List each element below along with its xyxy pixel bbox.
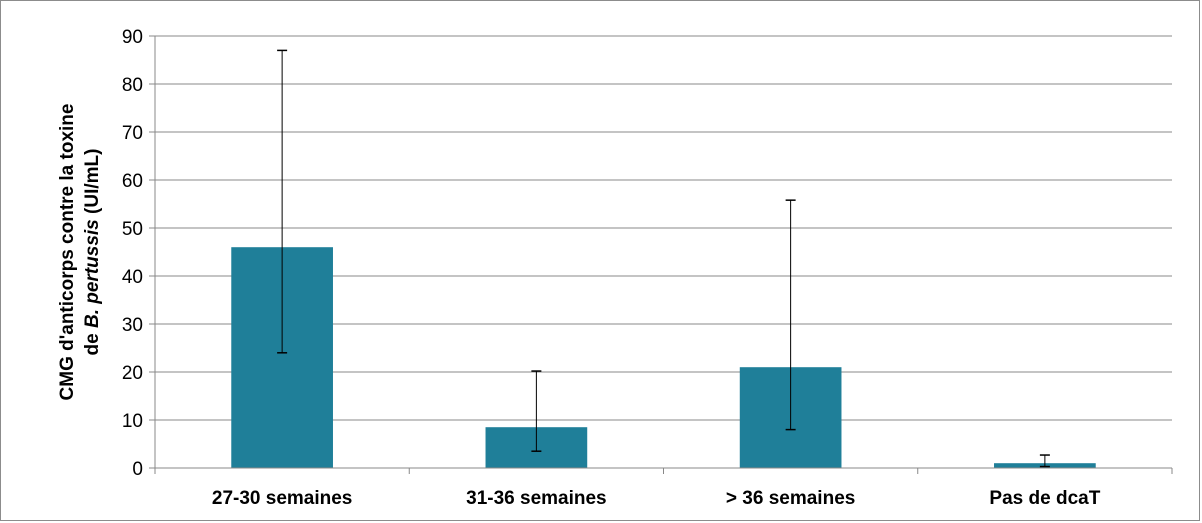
y-axis-label-italic: B. pertussis <box>82 219 103 328</box>
y-tick-label: 60 <box>122 171 143 192</box>
y-tick-labels: 0 10 20 30 40 50 60 70 80 90 <box>122 27 143 480</box>
y-axis-label-prefix: de <box>82 328 103 355</box>
x-category-labels: 27-30 semaines 31-36 semaines > 36 semaine… <box>212 488 1101 509</box>
y-tick-label: 70 <box>122 123 143 144</box>
y-axis-label-suffix: (UI/mL) <box>82 149 103 220</box>
x-category-label: Pas de dcaT <box>989 488 1100 509</box>
y-tick-label: 50 <box>122 219 143 240</box>
y-axis-label-line1: CMG d'anticorps contre la toxine <box>57 104 78 401</box>
y-tick-label: 20 <box>122 363 143 384</box>
y-tick-label: 30 <box>122 315 143 336</box>
x-category-label: 31-36 semaines <box>466 488 607 509</box>
axes <box>149 35 1173 474</box>
x-category-label: > 36 semaines <box>726 488 855 509</box>
y-tick-label: 90 <box>122 27 143 48</box>
y-tick-label: 80 <box>122 75 143 96</box>
y-tick-label: 0 <box>132 459 143 480</box>
y-tick-label: 40 <box>122 267 143 288</box>
bars <box>231 247 1096 468</box>
y-axis-label-line2: de B. pertussis (UI/mL) <box>82 149 103 356</box>
x-category-label: 27-30 semaines <box>212 488 353 509</box>
error-bars <box>277 49 1050 468</box>
y-tick-label: 10 <box>122 411 143 432</box>
